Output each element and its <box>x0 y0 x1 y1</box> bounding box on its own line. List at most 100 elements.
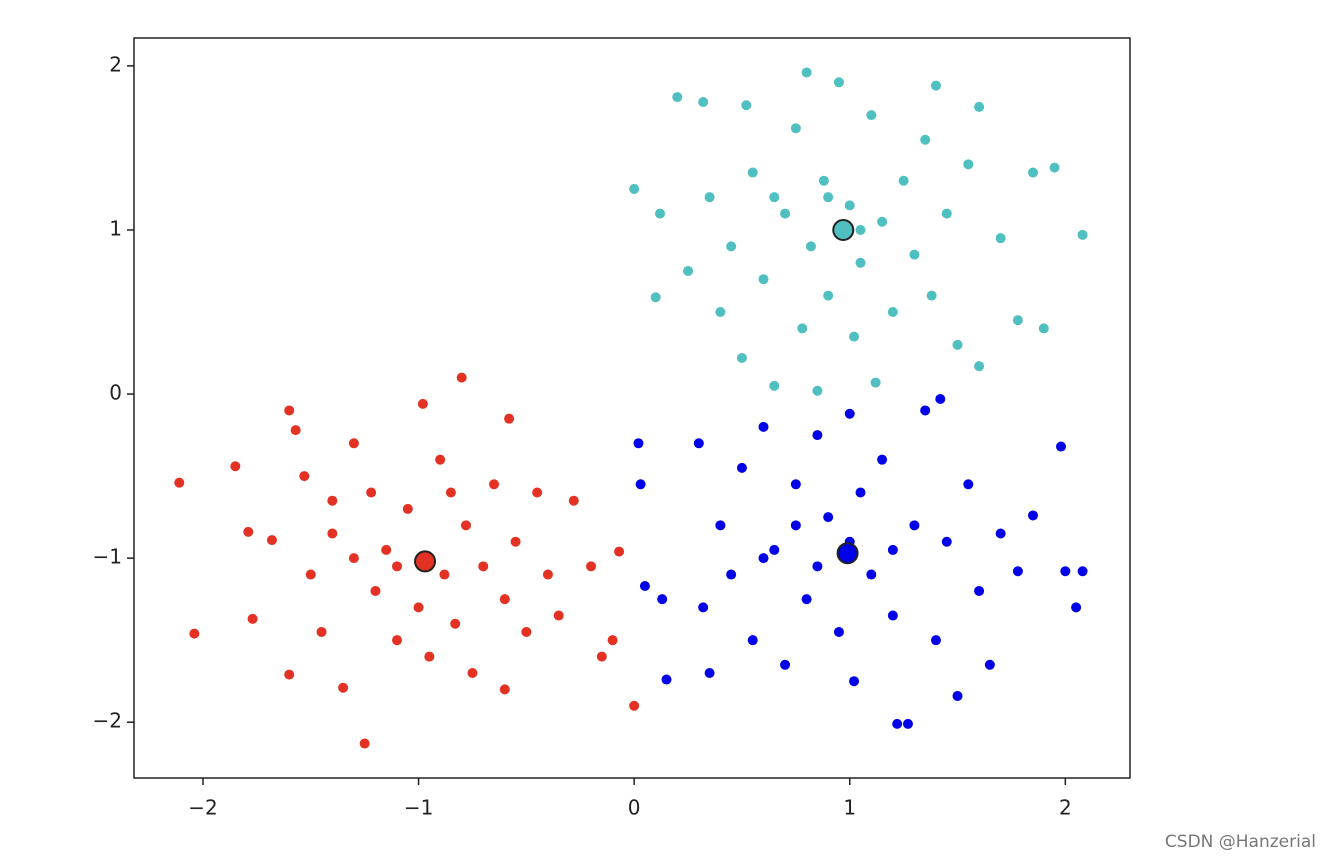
point <box>769 380 780 391</box>
point <box>941 536 952 547</box>
point <box>299 471 310 482</box>
point <box>489 479 500 490</box>
point <box>930 635 941 646</box>
point <box>887 307 898 318</box>
point <box>726 569 737 580</box>
point <box>736 352 747 363</box>
point <box>1071 602 1082 613</box>
point <box>930 80 941 91</box>
point <box>726 241 737 252</box>
point <box>995 233 1006 244</box>
point <box>823 290 834 301</box>
cluster-center <box>832 218 855 241</box>
x-tick-label: 0 <box>628 796 641 820</box>
point <box>316 626 327 637</box>
point <box>521 626 532 637</box>
point <box>381 544 392 555</box>
point <box>952 690 963 701</box>
point <box>926 290 937 301</box>
point <box>499 594 510 605</box>
point <box>683 265 694 276</box>
point <box>855 487 866 498</box>
point <box>790 479 801 490</box>
point <box>413 602 424 613</box>
point <box>392 561 403 572</box>
point <box>327 495 338 506</box>
point <box>866 569 877 580</box>
point <box>290 425 301 436</box>
point <box>963 159 974 170</box>
point <box>812 385 823 396</box>
point <box>780 659 791 670</box>
point <box>801 594 812 605</box>
point <box>844 200 855 211</box>
point <box>877 216 888 227</box>
point <box>661 674 672 685</box>
point <box>805 241 816 252</box>
point <box>898 175 909 186</box>
point <box>823 192 834 203</box>
point <box>504 413 515 424</box>
point <box>614 546 625 557</box>
x-tick-label: 2 <box>1059 796 1072 820</box>
point <box>243 526 254 537</box>
point <box>870 377 881 388</box>
cluster-center <box>836 542 859 565</box>
point <box>392 635 403 646</box>
point <box>758 274 769 285</box>
point <box>1049 162 1060 173</box>
point <box>445 487 456 498</box>
point <box>348 438 359 449</box>
watermark: CSDN @Hanzerial <box>1165 832 1316 852</box>
point <box>499 684 510 695</box>
point <box>305 569 316 580</box>
point <box>370 585 381 596</box>
point <box>935 393 946 404</box>
point <box>629 700 640 711</box>
point <box>844 408 855 419</box>
point <box>963 479 974 490</box>
point <box>586 561 597 572</box>
point <box>532 487 543 498</box>
point <box>542 569 553 580</box>
plot-frame <box>133 37 1131 779</box>
y-tick-label: −1 <box>93 545 122 569</box>
point <box>698 602 709 613</box>
point <box>450 618 461 629</box>
point <box>855 257 866 268</box>
point <box>635 479 646 490</box>
point <box>650 292 661 303</box>
point <box>435 454 446 465</box>
x-tick-label: 1 <box>843 796 856 820</box>
point <box>892 718 903 729</box>
point <box>478 561 489 572</box>
cluster-center <box>414 550 437 573</box>
point <box>758 421 769 432</box>
point <box>338 682 349 693</box>
point <box>284 405 295 416</box>
point <box>247 613 258 624</box>
point <box>741 100 752 111</box>
x-tick-label: −2 <box>188 796 217 820</box>
x-tick-label: −1 <box>404 796 433 820</box>
point <box>833 626 844 637</box>
point <box>747 635 758 646</box>
point <box>467 667 478 678</box>
point <box>1056 441 1067 452</box>
y-tick-label: 1 <box>109 216 122 240</box>
point <box>812 561 823 572</box>
point <box>984 659 995 670</box>
point <box>995 528 1006 539</box>
point <box>639 581 650 592</box>
point <box>417 398 428 409</box>
point <box>758 553 769 564</box>
point <box>1012 315 1023 326</box>
point <box>909 249 920 260</box>
point <box>974 361 985 372</box>
point <box>655 208 666 219</box>
point <box>1027 510 1038 521</box>
point <box>698 96 709 107</box>
point <box>266 535 277 546</box>
point <box>715 307 726 318</box>
y-tick-label: 0 <box>109 381 122 405</box>
